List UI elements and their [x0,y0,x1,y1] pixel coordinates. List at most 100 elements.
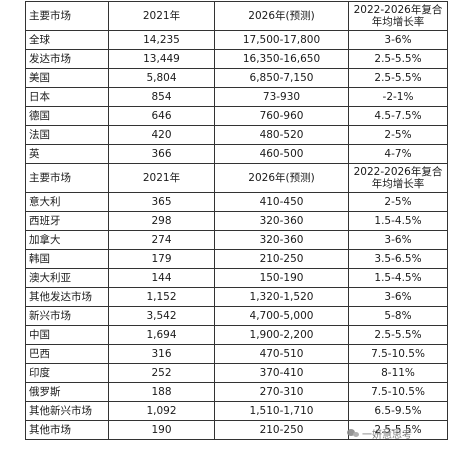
cell-2021: 274 [108,230,215,250]
cell-2021: 179 [108,249,215,269]
table-row: 中国 1,694 1,900-2,200 2.5-5.5% [25,325,448,345]
watermark-text: 一妍慧思考 [362,429,412,441]
market-table-body: 主要市场 2021年 2026年(预测) 2022-2026年复合年均增长率 全球 14,… [25,1,448,440]
table-row: 法国 420 480-520 2-5% [25,125,448,145]
cell-cagr: 1.5-4.5% [348,211,448,231]
cell-2026: 150-190 [214,268,349,288]
cell-cagr: 2.5-5.5% [348,49,448,69]
cell-2021: 14,235 [108,30,215,50]
cell-2026: 460-500 [214,144,349,164]
cell-2026: 480-520 [214,125,349,145]
cell-cagr: 2.5-5.5% [348,68,448,88]
table-row: 德国 646 760-960 4.5-7.5% [25,106,448,126]
market-table: 主要市场 2021年 2026年(预测) 2022-2026年复合年均增长率 全球 14,… [25,1,448,440]
cell-market: 澳大利亚 [25,268,109,288]
cell-market: 法国 [25,125,109,145]
cell-2026: 210-250 [214,420,349,440]
header-2021: 2021年 [108,1,215,31]
cell-market: 德国 [25,106,109,126]
cell-market: 加拿大 [25,230,109,250]
cell-2021: 854 [108,87,215,107]
cell-2026: 370-410 [214,363,349,383]
cell-market: 印度 [25,363,109,383]
header-2021: 2021年 [108,163,215,193]
cell-cagr: 3-6% [348,30,448,50]
cell-cagr: 6.5-9.5% [348,401,448,421]
header-2026: 2026年(预测) [214,163,349,193]
cell-2026: 1,510-1,710 [214,401,349,421]
table-row: 全球 14,235 17,500-17,800 3-6% [25,30,448,50]
cell-2021: 144 [108,268,215,288]
table-row: 澳大利亚 144 150-190 1.5-4.5% [25,268,448,288]
table-row: 印度 252 370-410 8-11% [25,363,448,383]
cell-2026: 73-930 [214,87,349,107]
table-row: 其他新兴市场 1,092 1,510-1,710 6.5-9.5% [25,401,448,421]
cell-2021: 188 [108,382,215,402]
table-row: 俄罗斯 188 270-310 7.5-10.5% [25,382,448,402]
cell-market: 发达市场 [25,49,109,69]
cell-market: 英 [25,144,109,164]
table-row: 英 366 460-500 4-7% [25,144,448,164]
table-header-row: 主要市场 2021年 2026年(预测) 2022-2026年复合年均增长率 [25,163,448,193]
cell-market: 其他新兴市场 [25,401,109,421]
cell-cagr: 4.5-7.5% [348,106,448,126]
cell-2021: 3,542 [108,306,215,326]
cell-2026: 320-360 [214,211,349,231]
cell-2026: 16,350-16,650 [214,49,349,69]
cell-cagr: 3-6% [348,230,448,250]
cell-2021: 252 [108,363,215,383]
watermark: 一妍慧思考 [347,425,412,441]
table-row: 其他市场 190 210-250 2.5-5.5% [25,420,448,440]
cell-market: 巴西 [25,344,109,364]
table-row: 新兴市场 3,542 4,700-5,000 5-8% [25,306,448,326]
table-row: 加拿大 274 320-360 3-6% [25,230,448,250]
table-row: 韩国 179 210-250 3.5-6.5% [25,249,448,269]
cell-2021: 1,694 [108,325,215,345]
cell-2021: 1,152 [108,287,215,307]
cell-2021: 13,449 [108,49,215,69]
cell-2021: 316 [108,344,215,364]
cell-cagr: 8-11% [348,363,448,383]
cell-cagr: 2-5% [348,125,448,145]
cell-cagr: 7.5-10.5% [348,382,448,402]
table-row: 意大利 365 410-450 2-5% [25,192,448,212]
table-row: 西班牙 298 320-360 1.5-4.5% [25,211,448,231]
table-row: 美国 5,804 6,850-7,150 2.5-5.5% [25,68,448,88]
cell-market: 新兴市场 [25,306,109,326]
header-cagr: 2022-2026年复合年均增长率 [348,1,448,31]
cell-cagr: 5-8% [348,306,448,326]
cell-2021: 190 [108,420,215,440]
cell-2026: 210-250 [214,249,349,269]
cell-cagr: 3.5-6.5% [348,249,448,269]
table-header-row: 主要市场 2021年 2026年(预测) 2022-2026年复合年均增长率 [25,1,448,31]
cell-cagr: 2.5-5.5% [348,325,448,345]
cell-2026: 1,900-2,200 [214,325,349,345]
cell-2021: 365 [108,192,215,212]
cell-cagr: -2-1% [348,87,448,107]
cell-2026: 760-960 [214,106,349,126]
cell-2026: 270-310 [214,382,349,402]
cell-market: 其他发达市场 [25,287,109,307]
table-row: 其他发达市场 1,152 1,320-1,520 3-6% [25,287,448,307]
cell-2026: 320-360 [214,230,349,250]
cell-2021: 5,804 [108,68,215,88]
cell-market: 俄罗斯 [25,382,109,402]
cell-market: 韩国 [25,249,109,269]
cell-2021: 420 [108,125,215,145]
header-market: 主要市场 [25,1,109,31]
cell-market: 美国 [25,68,109,88]
wechat-icon [347,428,359,438]
header-2026: 2026年(预测) [214,1,349,31]
table-row: 发达市场 13,449 16,350-16,650 2.5-5.5% [25,49,448,69]
cell-2026: 6,850-7,150 [214,68,349,88]
cell-2021: 298 [108,211,215,231]
cell-cagr: 2-5% [348,192,448,212]
table-row: 巴西 316 470-510 7.5-10.5% [25,344,448,364]
header-market: 主要市场 [25,163,109,193]
cell-2021: 646 [108,106,215,126]
cell-2021: 366 [108,144,215,164]
table-row: 日本 854 73-930 -2-1% [25,87,448,107]
cell-market: 日本 [25,87,109,107]
cell-2026: 410-450 [214,192,349,212]
header-cagr: 2022-2026年复合年均增长率 [348,163,448,193]
